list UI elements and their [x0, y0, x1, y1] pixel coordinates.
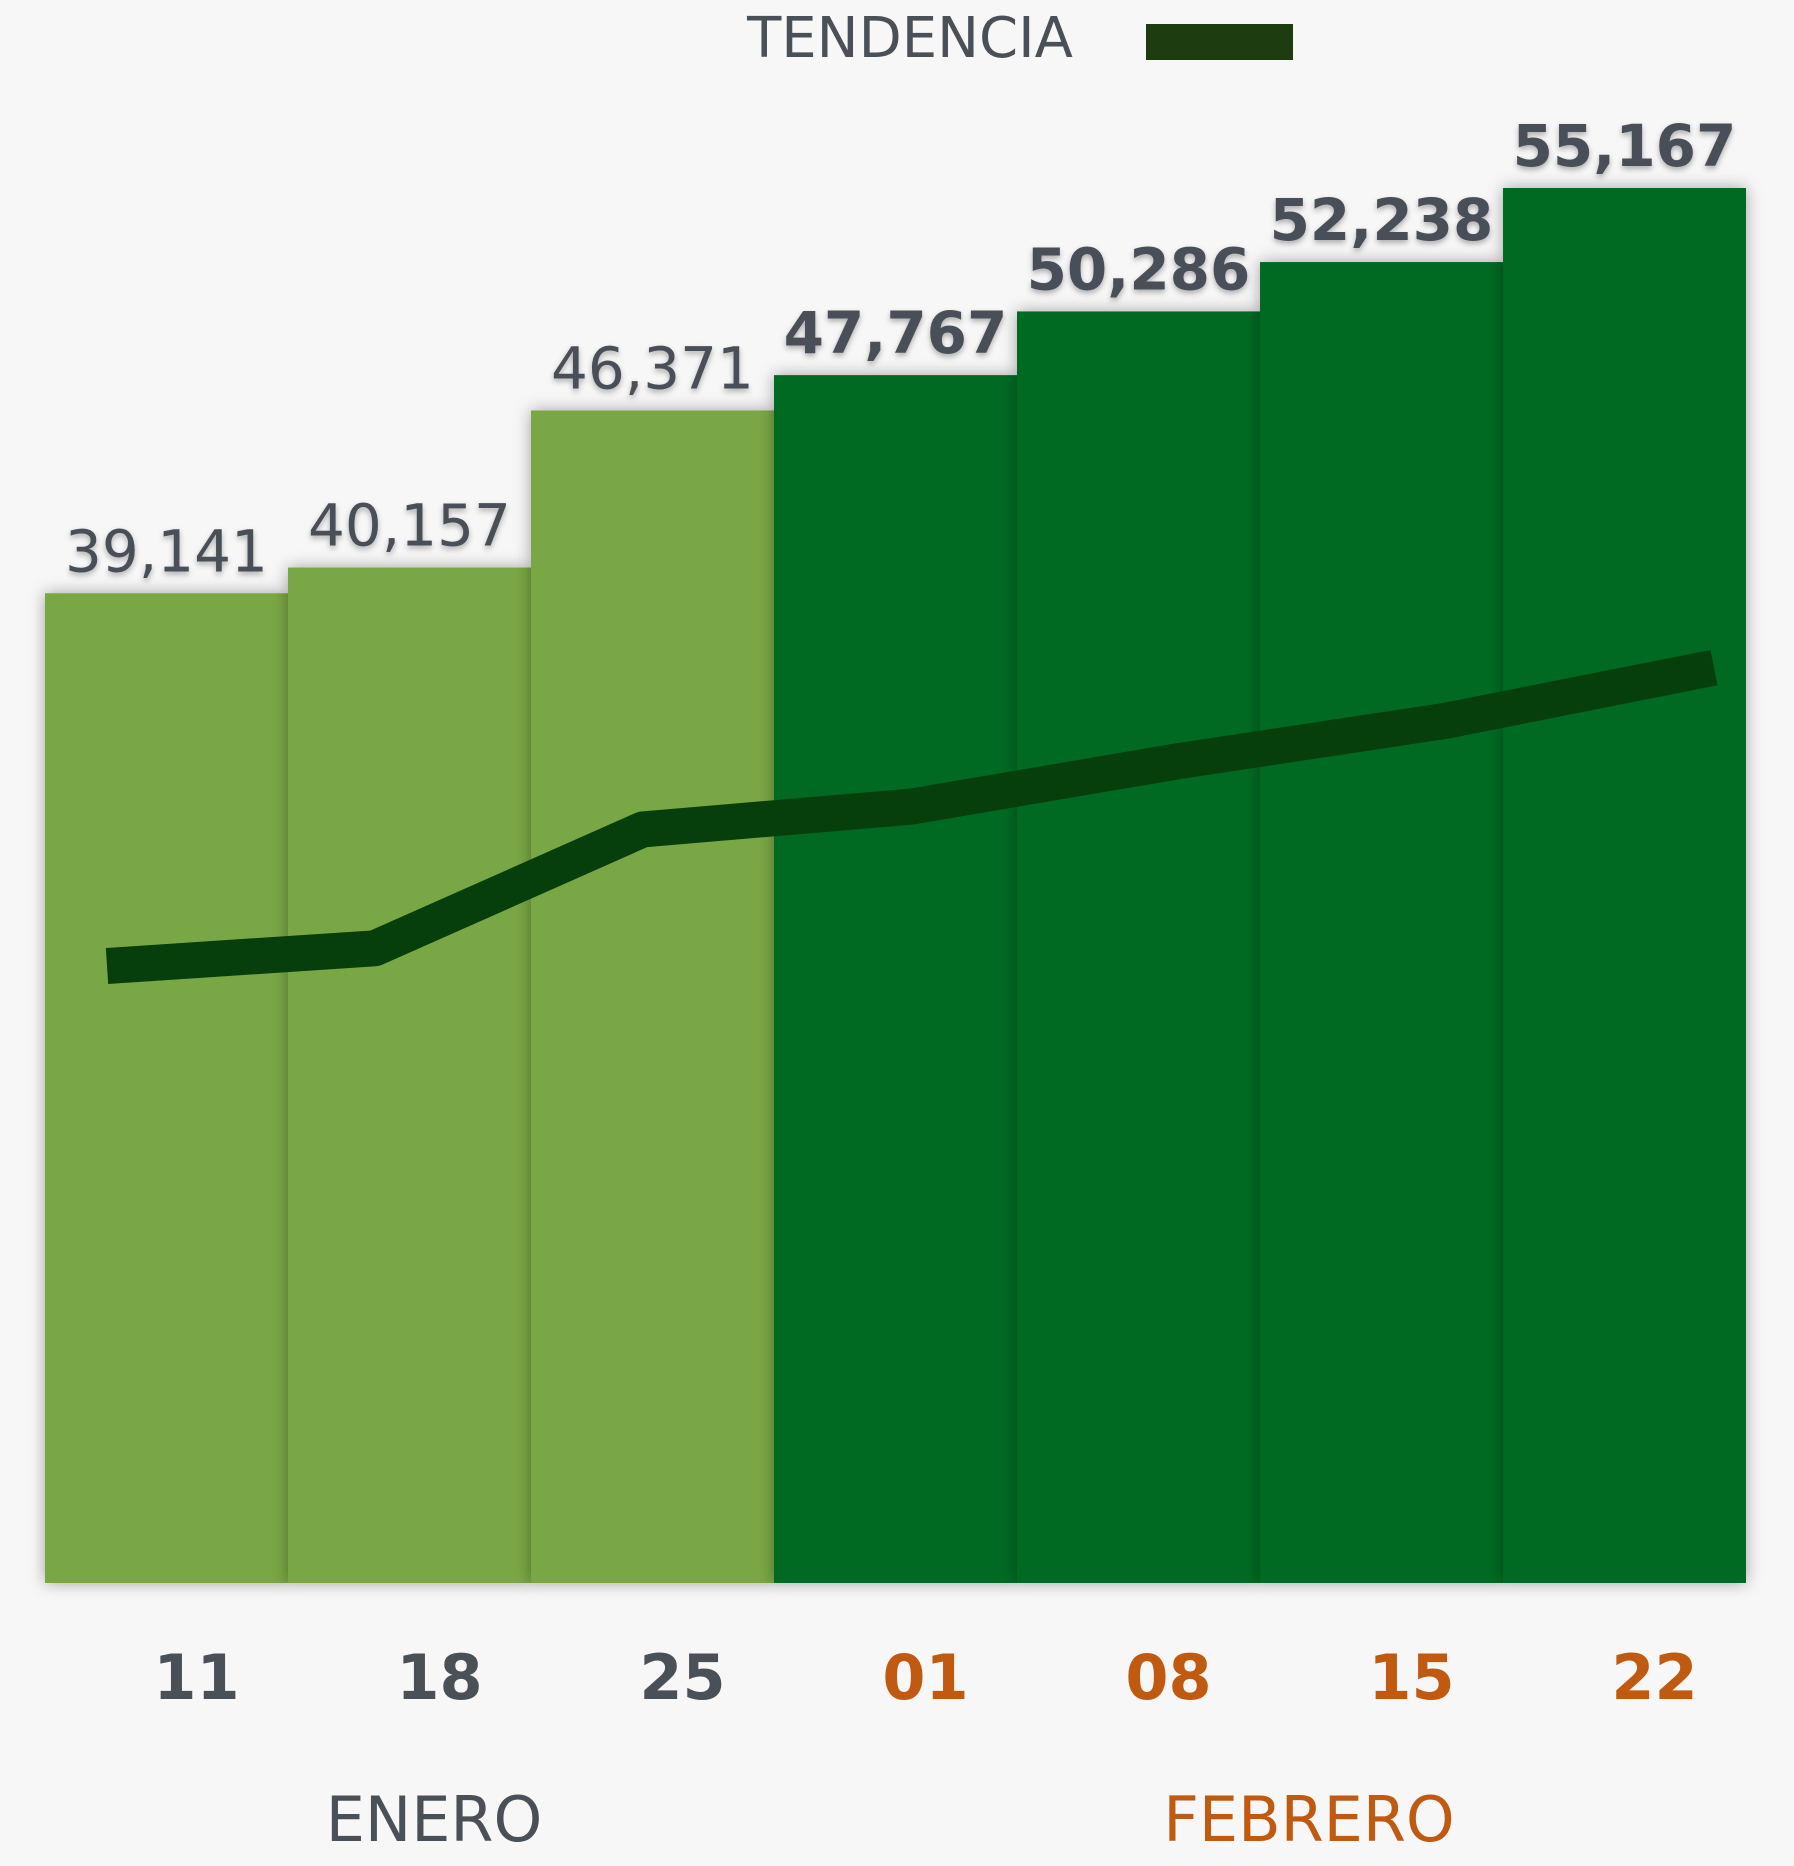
trend-line [105, 649, 1718, 984]
value-label: 40,157 [308, 492, 511, 560]
overlay: TENDENCIA 39,141 11 40,157 18 46,371 25 47,767 0… [65, 6, 1736, 1856]
x-tick-label: 01 [882, 1641, 968, 1714]
bar [45, 593, 288, 1583]
value-label: 46,371 [551, 335, 754, 403]
bar [288, 567, 531, 1583]
legend-swatch [1146, 24, 1293, 60]
x-tick-label: 15 [1368, 1641, 1454, 1714]
x-tick-label: 22 [1611, 1641, 1697, 1714]
bars [45, 188, 1746, 1584]
month-label: ENERO [326, 1783, 543, 1856]
value-label: 39,141 [65, 517, 268, 585]
x-tick-label: 25 [639, 1641, 725, 1714]
bar [531, 410, 774, 1583]
legend-label: TENDENCIA [746, 6, 1073, 71]
x-tick-label: 11 [153, 1641, 239, 1714]
x-tick-label: 08 [1125, 1641, 1211, 1714]
value-label: 50,286 [1027, 236, 1251, 304]
bar [774, 375, 1017, 1583]
bar [1503, 188, 1746, 1583]
value-label: 55,167 [1513, 112, 1737, 180]
x-tick-label: 18 [396, 1641, 482, 1714]
bar [1260, 262, 1503, 1584]
value-label: 52,238 [1270, 186, 1494, 254]
month-label: FEBRERO [1163, 1783, 1455, 1856]
value-label: 47,767 [784, 299, 1008, 367]
bar [1017, 311, 1260, 1583]
